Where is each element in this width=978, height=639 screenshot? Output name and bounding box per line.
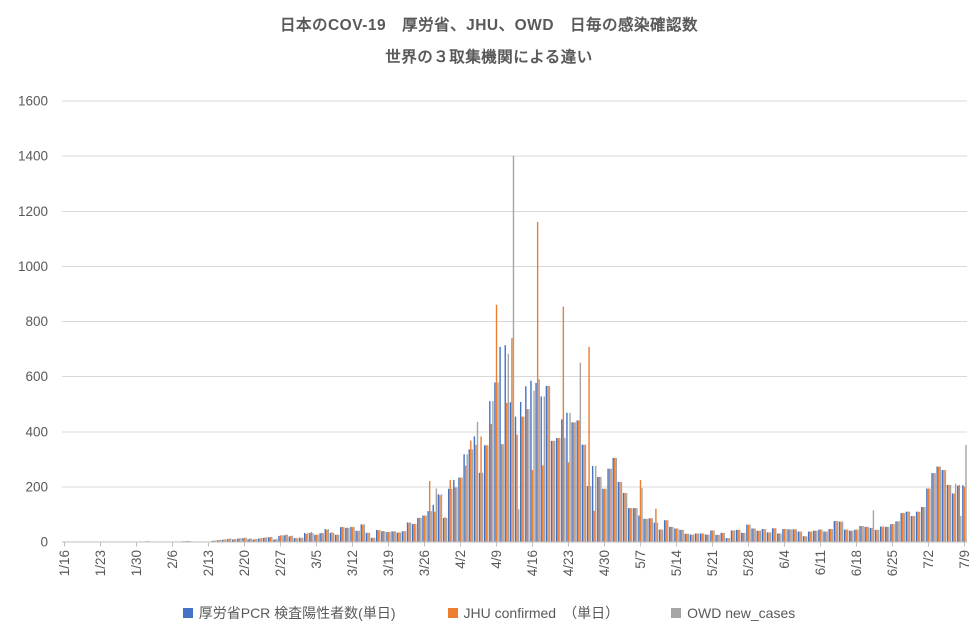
svg-text:1000: 1000 xyxy=(18,259,48,274)
svg-text:4/30: 4/30 xyxy=(597,550,612,576)
legend-swatch-jhu-icon xyxy=(447,608,458,618)
svg-text:4/23: 4/23 xyxy=(561,550,576,576)
legend-swatch-mhlw-icon xyxy=(182,608,193,618)
svg-text:1600: 1600 xyxy=(18,94,48,109)
svg-text:1400: 1400 xyxy=(18,149,48,164)
legend-label-mhlw: 厚労省PCR 検査陽性者数(単日) xyxy=(198,605,396,621)
svg-text:1/16: 1/16 xyxy=(57,550,72,576)
svg-text:6/4: 6/4 xyxy=(777,550,792,569)
svg-text:4/9: 4/9 xyxy=(489,550,504,569)
legend: 厚労省PCR 検査陽性者数(単日) JHU confirmed （単日） OWD… xyxy=(0,603,978,623)
svg-text:5/14: 5/14 xyxy=(669,550,684,577)
svg-text:4/16: 4/16 xyxy=(525,550,540,576)
svg-text:200: 200 xyxy=(25,479,48,494)
svg-text:2/27: 2/27 xyxy=(273,550,288,576)
svg-text:3/26: 3/26 xyxy=(417,550,432,576)
svg-text:6/25: 6/25 xyxy=(885,550,900,576)
svg-text:1200: 1200 xyxy=(18,204,48,219)
svg-text:2/13: 2/13 xyxy=(201,550,216,576)
svg-text:3/19: 3/19 xyxy=(381,550,396,576)
svg-text:4/2: 4/2 xyxy=(453,550,468,569)
legend-item-jhu: JHU confirmed （単日） xyxy=(447,603,620,623)
svg-text:2/6: 2/6 xyxy=(165,550,180,569)
svg-text:6/11: 6/11 xyxy=(813,550,828,575)
svg-text:5/21: 5/21 xyxy=(705,550,720,576)
svg-text:800: 800 xyxy=(25,314,48,329)
svg-text:1/23: 1/23 xyxy=(93,550,108,576)
svg-text:600: 600 xyxy=(25,369,48,384)
svg-text:3/5: 3/5 xyxy=(309,550,324,569)
svg-text:400: 400 xyxy=(25,424,48,439)
chart-title: 日本のCOV-19 厚労省、JHU、OWD 日毎の感染確認数 xyxy=(279,17,699,34)
legend-label-jhu: JHU confirmed （単日） xyxy=(463,605,620,621)
svg-text:0: 0 xyxy=(40,535,48,550)
svg-text:3/12: 3/12 xyxy=(345,550,360,576)
legend-item-mhlw: 厚労省PCR 検査陽性者数(単日) xyxy=(182,603,396,623)
svg-text:7/9: 7/9 xyxy=(957,550,972,569)
svg-text:2/20: 2/20 xyxy=(237,550,252,576)
svg-text:7/2: 7/2 xyxy=(921,550,936,569)
legend-label-owd: OWD new_cases xyxy=(687,605,796,621)
chart-subtitle: 世界の３取集機関による違い xyxy=(385,49,593,66)
svg-text:1/30: 1/30 xyxy=(129,550,144,576)
svg-text:6/18: 6/18 xyxy=(849,550,864,576)
svg-text:5/7: 5/7 xyxy=(633,550,648,569)
legend-swatch-owd-icon xyxy=(671,608,682,618)
legend-item-owd: OWD new_cases xyxy=(671,605,795,621)
svg-text:5/28: 5/28 xyxy=(741,550,756,576)
